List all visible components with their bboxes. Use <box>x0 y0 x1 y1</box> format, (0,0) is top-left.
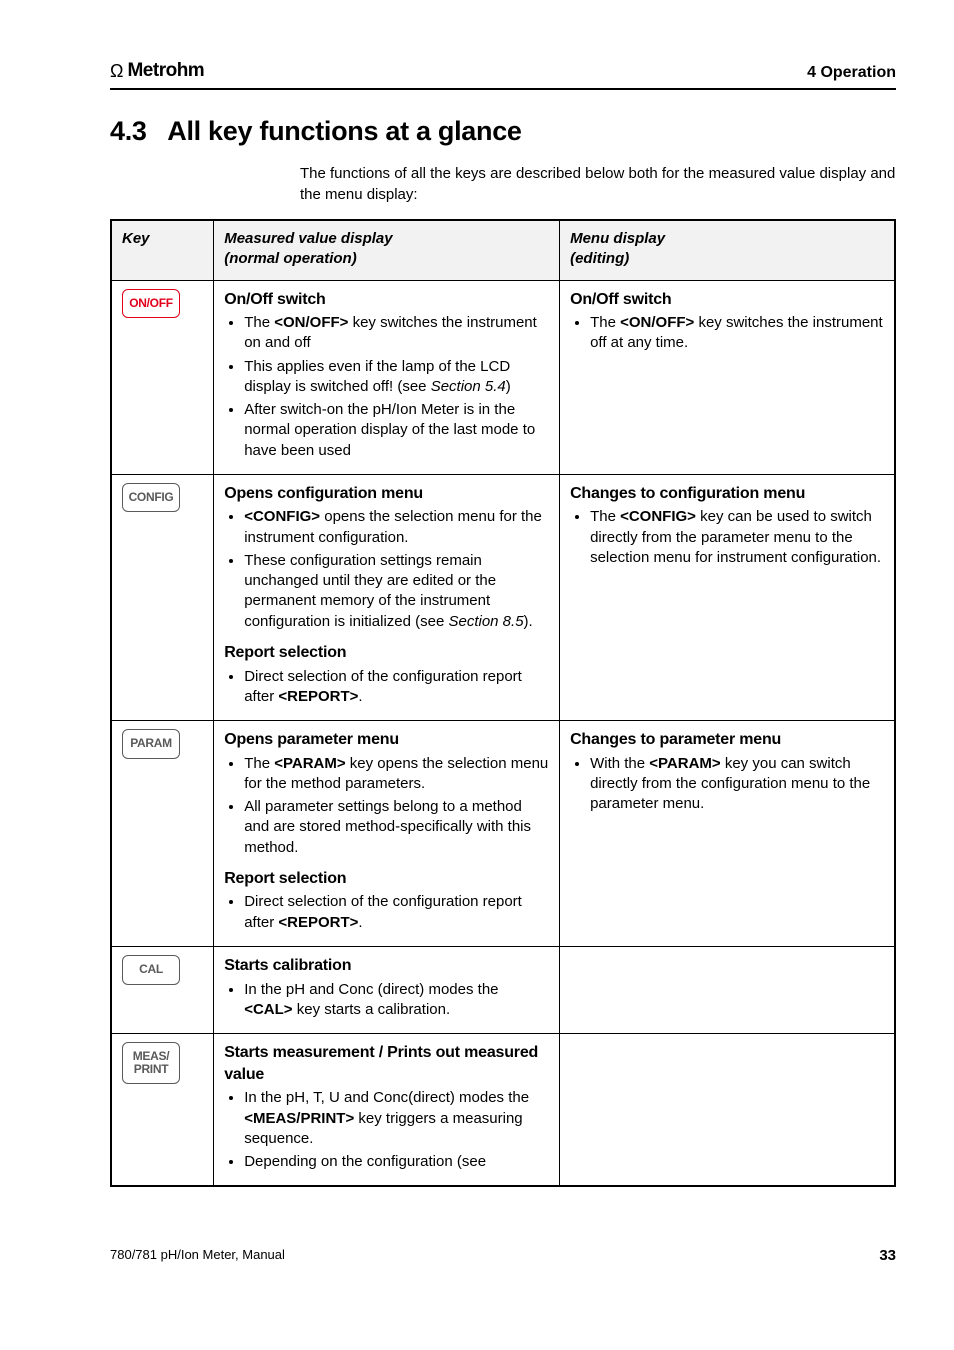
cell-heading: Changes to parameter menu <box>570 729 884 751</box>
footer-doc-title: 780/781 pH/Ion Meter, Manual <box>110 1247 285 1264</box>
list-item: The <PARAM> key opens the selection menu… <box>244 754 549 795</box>
cell-heading: Report selection <box>224 642 549 664</box>
cell-heading: On/Off switch <box>224 289 549 311</box>
key-button: CAL <box>122 955 180 985</box>
cell-heading: Opens parameter menu <box>224 729 549 751</box>
cell-heading: Report selection <box>224 868 549 890</box>
table-header-key: Key <box>111 220 214 280</box>
list-item: The <ON/OFF> key switches the instrument… <box>590 313 884 354</box>
key-button: PARAM <box>122 729 180 759</box>
cell-measured: On/Off switchThe <ON/OFF> key switches t… <box>214 280 560 474</box>
cell-heading: Opens configuration menu <box>224 483 549 505</box>
cell-list: With the <PARAM> key you can switch dire… <box>574 754 884 815</box>
cell-list: The <CONFIG> key can be used to switch d… <box>574 507 884 568</box>
table-row: MEAS/PRINT Starts measurement / Prints ou… <box>111 1034 895 1187</box>
list-item: Direct selection of the configuration re… <box>244 892 549 933</box>
section-title: 4.3 All key functions at a glance <box>110 116 896 147</box>
cell-heading: Starts measurement / Prints out measured… <box>224 1042 549 1085</box>
list-item: Direct selection of the configuration re… <box>244 667 549 708</box>
cell-menu <box>560 946 895 1033</box>
list-item: With the <PARAM> key you can switch dire… <box>590 754 884 815</box>
section-number: 4.3 <box>110 116 147 146</box>
cell-list: Direct selection of the configuration re… <box>228 667 549 708</box>
cell-menu: Changes to configuration menuThe <CONFIG… <box>560 474 895 720</box>
cell-measured: Opens configuration menu<CONFIG> opens t… <box>214 474 560 720</box>
cell-list: In the pH and Conc (direct) modes the <C… <box>228 980 549 1021</box>
page-footer: 780/781 pH/Ion Meter, Manual 33 <box>110 1247 896 1264</box>
key-functions-table: Key Measured value display(normal operat… <box>110 219 896 1187</box>
cell-measured: Starts calibration In the pH and Conc (di… <box>214 946 560 1033</box>
cell-list: Direct selection of the configuration re… <box>228 892 549 933</box>
cell-list: In the pH, T, U and Conc(direct) modes t… <box>228 1088 549 1172</box>
key-button: MEAS/PRINT <box>122 1042 180 1084</box>
list-item: Depending on the configuration (see <box>244 1152 549 1172</box>
list-item: This applies even if the lamp of the LCD… <box>244 357 549 398</box>
list-item: These configuration settings remain unch… <box>244 551 549 632</box>
cell-menu: On/Off switchThe <ON/OFF> key switches t… <box>560 280 895 474</box>
table-header-measured: Measured value display(normal operation) <box>214 220 560 280</box>
table-row: CONFIG Opens configuration menu<CONFIG> o… <box>111 474 895 720</box>
cell-list: The <ON/OFF> key switches the instrument… <box>228 313 549 461</box>
key-button: ON/OFF <box>122 289 180 319</box>
omega-icon: Ω <box>110 61 123 82</box>
cell-menu: Changes to parameter menu With the <PARAM… <box>560 721 895 947</box>
list-item: The <CONFIG> key can be used to switch d… <box>590 507 884 568</box>
section-heading: All key functions at a glance <box>167 116 521 146</box>
list-item: The <ON/OFF> key switches the instrument… <box>244 313 549 354</box>
cell-menu <box>560 1034 895 1187</box>
footer-page-number: 33 <box>879 1247 896 1264</box>
cell-list: <CONFIG> opens the selection menu for th… <box>228 507 549 632</box>
cell-measured: Starts measurement / Prints out measured… <box>214 1034 560 1187</box>
list-item: In the pH, T, U and Conc(direct) modes t… <box>244 1088 549 1149</box>
brand-logo: Ω Metrohm <box>110 60 204 82</box>
list-item: <CONFIG> opens the selection menu for th… <box>244 507 549 548</box>
chapter-label: 4 Operation <box>807 64 896 82</box>
table-row: CAL Starts calibration In the pH and Conc … <box>111 946 895 1033</box>
cell-heading: Starts calibration <box>224 955 549 977</box>
table-row: ON/OFFOn/Off switchThe <ON/OFF> key swit… <box>111 280 895 474</box>
brand-name: Metrohm <box>127 60 204 82</box>
list-item: After switch-on the pH/Ion Meter is in t… <box>244 400 549 461</box>
section-intro: The functions of all the keys are descri… <box>300 163 896 205</box>
cell-list: The <ON/OFF> key switches the instrument… <box>574 313 884 354</box>
page-header: Ω Metrohm 4 Operation <box>110 60 896 90</box>
cell-list: The <PARAM> key opens the selection menu… <box>228 754 549 858</box>
cell-heading: On/Off switch <box>570 289 884 311</box>
cell-measured: Opens parameter menu The <PARAM> key open… <box>214 721 560 947</box>
table-header-menu: Menu display(editing) <box>560 220 895 280</box>
key-button: CONFIG <box>122 483 180 513</box>
table-row: PARAM Opens parameter menu The <PARAM> key… <box>111 721 895 947</box>
list-item: In the pH and Conc (direct) modes the <C… <box>244 980 549 1021</box>
list-item: All parameter settings belong to a metho… <box>244 797 549 858</box>
cell-heading: Changes to configuration menu <box>570 483 884 505</box>
